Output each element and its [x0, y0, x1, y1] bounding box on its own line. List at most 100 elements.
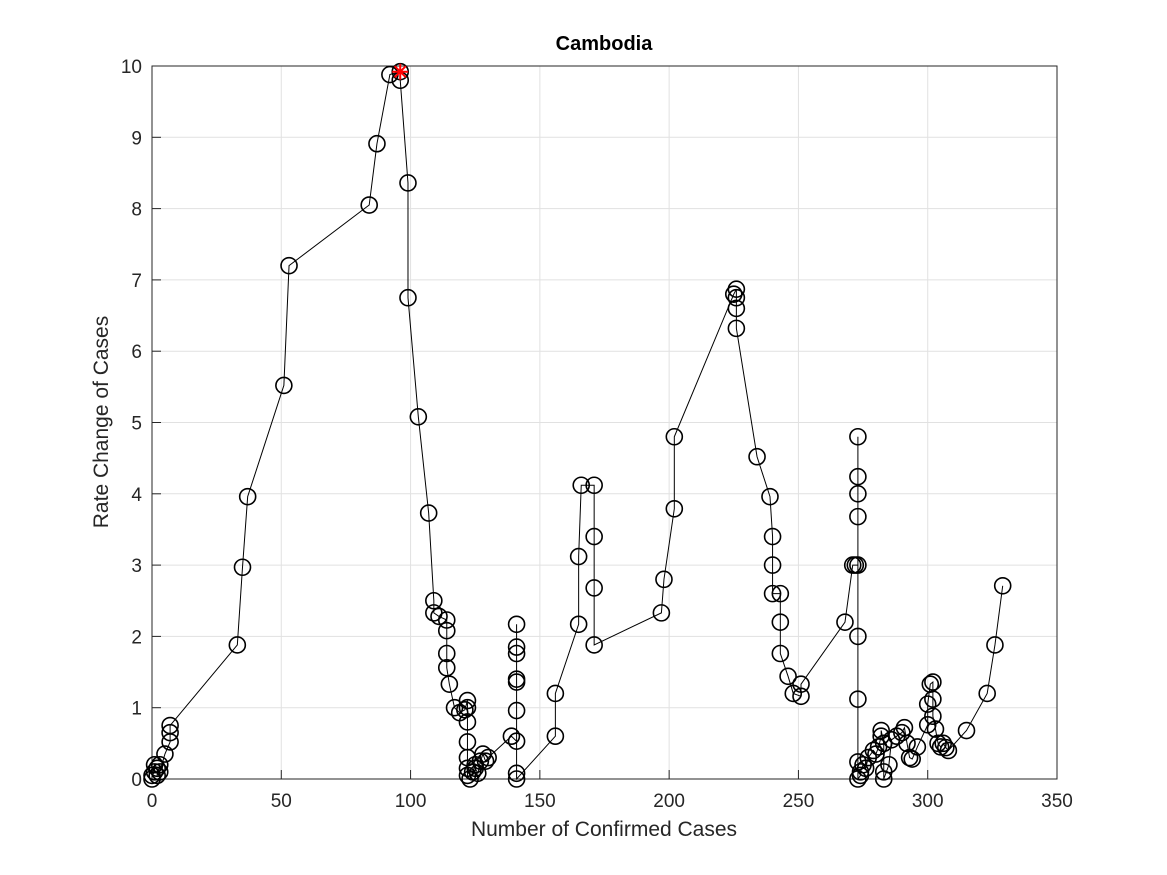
data-point	[926, 720, 945, 738]
data-point	[727, 319, 746, 338]
data-point	[763, 584, 782, 603]
x-tick-label: 350	[1041, 791, 1073, 812]
data-line	[151, 71, 1004, 781]
data-point	[507, 615, 526, 634]
x-tick-label: 0	[147, 791, 158, 812]
data-point	[148, 759, 166, 778]
y-tick-label: 2	[131, 627, 142, 648]
data-point	[471, 752, 490, 770]
data-point	[156, 745, 174, 763]
data-point	[148, 766, 166, 785]
y-tick-label: 5	[131, 414, 142, 435]
data-point	[507, 764, 526, 783]
data-point	[763, 556, 782, 574]
data-point	[507, 670, 526, 688]
data-point	[849, 467, 867, 486]
data-point	[652, 604, 671, 622]
x-tick-label: 250	[783, 791, 815, 812]
data-point	[908, 738, 927, 756]
data-point	[507, 701, 526, 720]
data-point	[456, 701, 474, 719]
data-point	[918, 695, 937, 713]
data-point	[978, 684, 996, 703]
y-axis-label: Rate Change of Cases	[90, 316, 113, 528]
data-point	[507, 644, 526, 663]
data-point	[476, 752, 495, 770]
data-point	[655, 570, 673, 589]
data-point	[903, 750, 922, 768]
data-point	[474, 745, 492, 763]
x-tick-label: 150	[524, 791, 556, 812]
data-point	[779, 667, 797, 686]
y-tick-label: 3	[131, 556, 142, 577]
data-point	[585, 636, 603, 654]
data-point	[572, 476, 591, 495]
data-point	[546, 727, 565, 746]
data-point	[849, 507, 867, 526]
data-point	[872, 721, 890, 740]
data-point	[546, 684, 565, 703]
data-point	[238, 487, 257, 506]
data-point	[836, 613, 854, 631]
data-point	[569, 615, 588, 634]
data-point	[993, 576, 1012, 595]
data-point	[771, 644, 790, 663]
x-tick-label: 100	[395, 791, 427, 812]
data-point	[437, 621, 456, 640]
data-point	[849, 690, 867, 708]
y-tick-label: 4	[131, 485, 142, 506]
data-point	[409, 407, 428, 426]
data-point	[507, 638, 526, 656]
data-point	[399, 288, 417, 307]
data-point	[275, 376, 293, 395]
data-point	[228, 636, 247, 654]
x-tick-label: 300	[912, 791, 944, 812]
data-point	[771, 584, 790, 603]
data-point	[763, 527, 782, 546]
data-point	[748, 447, 766, 466]
x-tick-label: 50	[271, 791, 292, 812]
data-point	[849, 627, 867, 646]
data-point	[479, 748, 497, 767]
data-point	[507, 732, 526, 751]
data-point	[425, 591, 443, 610]
data-point	[150, 755, 169, 774]
data-point	[924, 673, 942, 691]
data-point	[430, 607, 448, 626]
data-point	[665, 427, 684, 446]
data-point	[368, 134, 386, 153]
data-point	[924, 707, 942, 726]
data-point	[161, 716, 179, 735]
data-point	[419, 504, 438, 522]
data-point	[792, 675, 810, 693]
x-tick-label: 200	[653, 791, 685, 812]
data-point	[924, 690, 942, 708]
data-point	[771, 613, 790, 631]
data-point	[957, 721, 976, 740]
data-point	[665, 499, 684, 518]
data-point	[569, 547, 588, 566]
y-tick-label: 0	[131, 770, 142, 791]
y-tick-label: 7	[131, 271, 142, 292]
chart-title: Cambodia	[556, 33, 654, 55]
plot-frame	[151, 65, 1058, 780]
y-tick-label: 6	[131, 342, 142, 363]
data-point	[360, 196, 379, 214]
data-point	[437, 644, 456, 663]
data-point	[458, 713, 477, 731]
data-point	[437, 611, 456, 629]
data-point	[856, 759, 875, 778]
data-point	[585, 527, 603, 546]
data-point	[849, 427, 867, 446]
data-point	[727, 299, 746, 318]
y-tick-label: 1	[131, 699, 142, 720]
data-point	[880, 755, 898, 774]
data-point	[939, 741, 958, 760]
y-tick-label: 8	[131, 200, 142, 221]
x-axis-label: Number of Confirmed Cases	[471, 818, 737, 841]
data-point	[458, 691, 477, 710]
data-point	[851, 763, 870, 781]
data-point	[440, 675, 459, 693]
data-point	[585, 476, 603, 495]
